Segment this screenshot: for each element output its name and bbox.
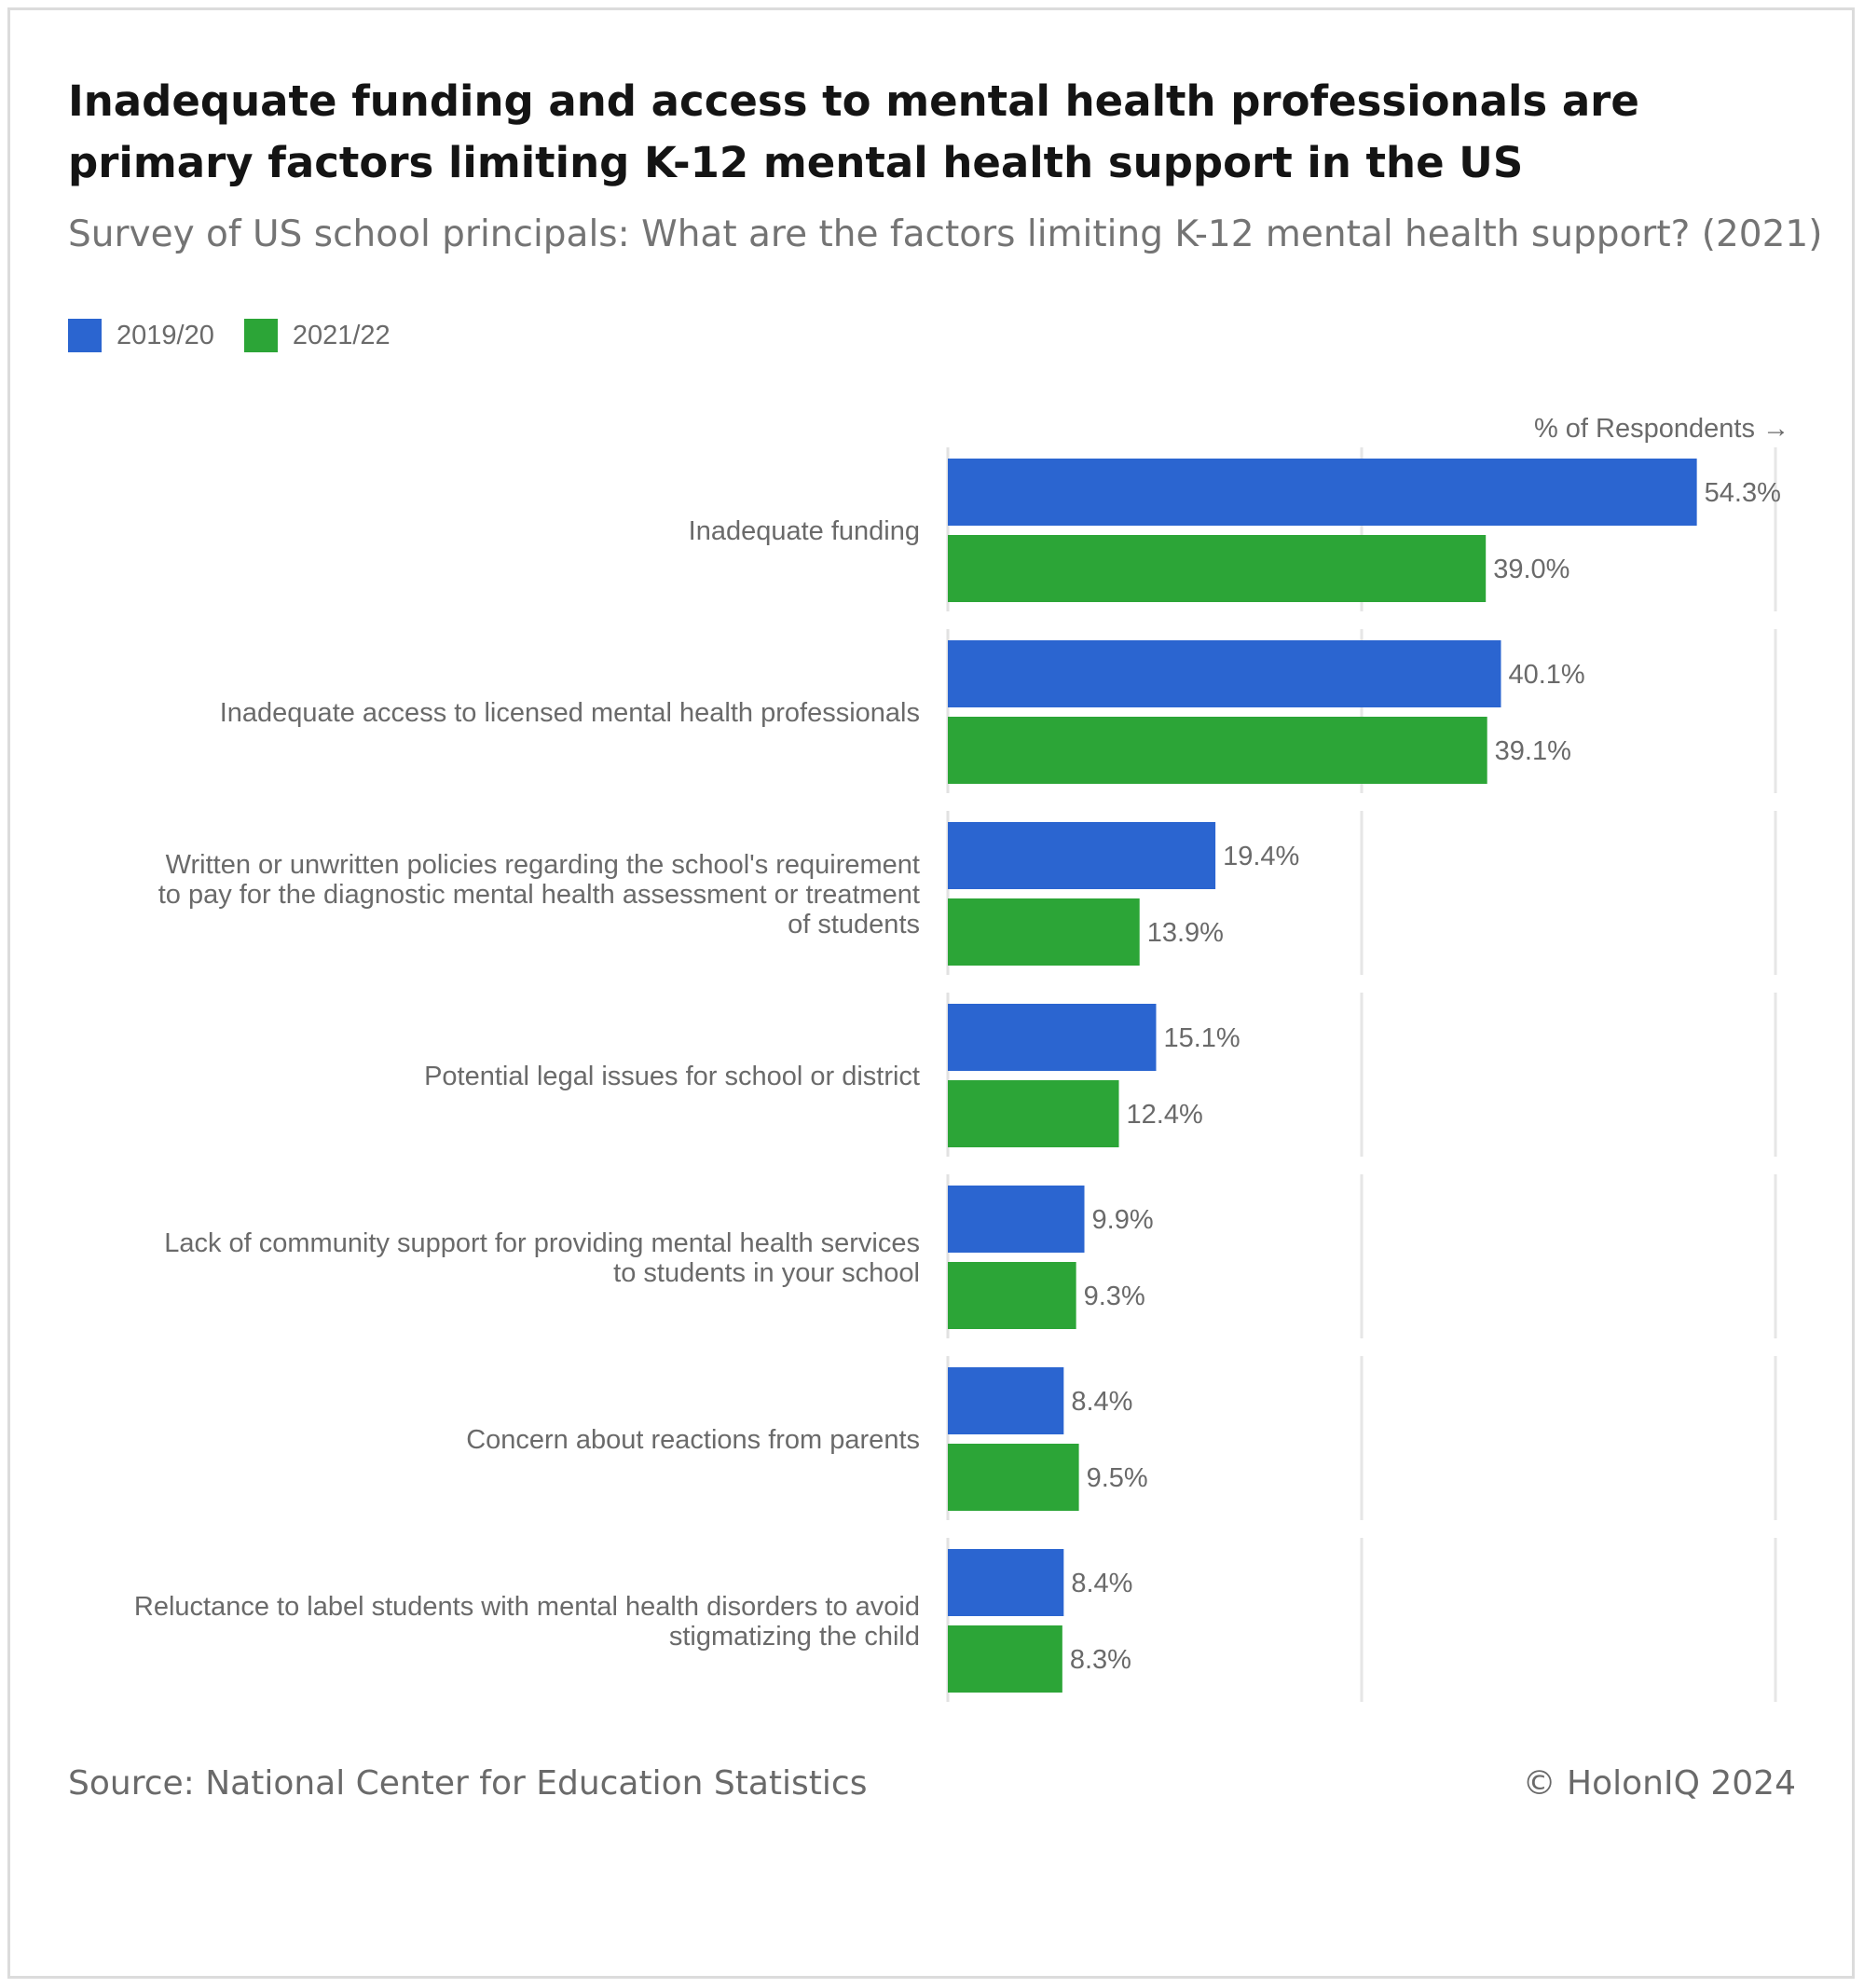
data-label: 15.1% xyxy=(1163,1023,1240,1053)
legend-label-2021-22: 2021/22 xyxy=(292,321,391,350)
bar xyxy=(948,640,1501,707)
data-label: 8.4% xyxy=(1071,1387,1132,1417)
bar xyxy=(948,1080,1119,1147)
category-label: of students xyxy=(788,910,920,939)
bar xyxy=(948,1625,1062,1693)
category-label: Potential legal issues for school or dis… xyxy=(424,1062,920,1091)
bar xyxy=(948,1004,1157,1071)
category-label: Inadequate funding xyxy=(689,516,920,546)
bar xyxy=(948,898,1140,966)
data-label: 9.9% xyxy=(1092,1205,1154,1235)
data-label: 39.0% xyxy=(1493,555,1569,584)
bar xyxy=(948,822,1216,889)
bar xyxy=(948,459,1697,526)
data-label: 9.3% xyxy=(1084,1282,1145,1311)
bar xyxy=(948,1262,1076,1329)
category-label: to pay for the diagnostic mental health … xyxy=(158,880,920,910)
bar xyxy=(948,1444,1079,1511)
chart-title: Inadequate funding and access to mental … xyxy=(68,76,1639,187)
chart-frame xyxy=(7,7,1855,1979)
bar xyxy=(948,1549,1064,1616)
x-axis-label: % of Respondents → xyxy=(1534,414,1789,444)
category-label: Inadequate access to licensed mental hea… xyxy=(220,698,920,728)
data-label: 19.4% xyxy=(1223,842,1299,871)
data-label: 9.5% xyxy=(1087,1463,1148,1493)
legend-item-2019-20: 2019/20 xyxy=(68,319,214,352)
source-note: Source: National Center for Education St… xyxy=(68,1764,868,1803)
category-label: Written or unwritten policies regarding … xyxy=(166,850,920,880)
bar xyxy=(948,717,1487,784)
data-label: 8.3% xyxy=(1070,1645,1131,1675)
bar xyxy=(948,535,1487,602)
data-label: 39.1% xyxy=(1495,736,1571,766)
legend-label-2019-20: 2019/20 xyxy=(116,321,214,350)
category-label: stigmatizing the child xyxy=(669,1622,920,1652)
data-label: 13.9% xyxy=(1147,918,1224,948)
chart-subtitle: Survey of US school principals: What are… xyxy=(68,213,1823,255)
data-label: 40.1% xyxy=(1508,660,1584,690)
legend-item-2021-22: 2021/22 xyxy=(243,319,391,352)
legend-swatch-2019-20 xyxy=(68,319,102,352)
data-label: 8.4% xyxy=(1071,1569,1132,1598)
legend: 2019/20 2021/22 xyxy=(68,319,420,352)
category-label: to students in your school xyxy=(613,1258,920,1288)
category-label: Lack of community support for providing … xyxy=(164,1228,920,1258)
category-label: Concern about reactions from parents xyxy=(466,1425,920,1455)
category-label: Reluctance to label students with mental… xyxy=(134,1592,920,1622)
data-label: 12.4% xyxy=(1127,1100,1203,1130)
bar xyxy=(948,1186,1085,1253)
bar xyxy=(948,1367,1064,1434)
copyright-note: © HolonIQ 2024 xyxy=(1522,1764,1796,1803)
legend-swatch-2021-22 xyxy=(243,319,278,352)
data-label: 54.3% xyxy=(1705,478,1781,508)
